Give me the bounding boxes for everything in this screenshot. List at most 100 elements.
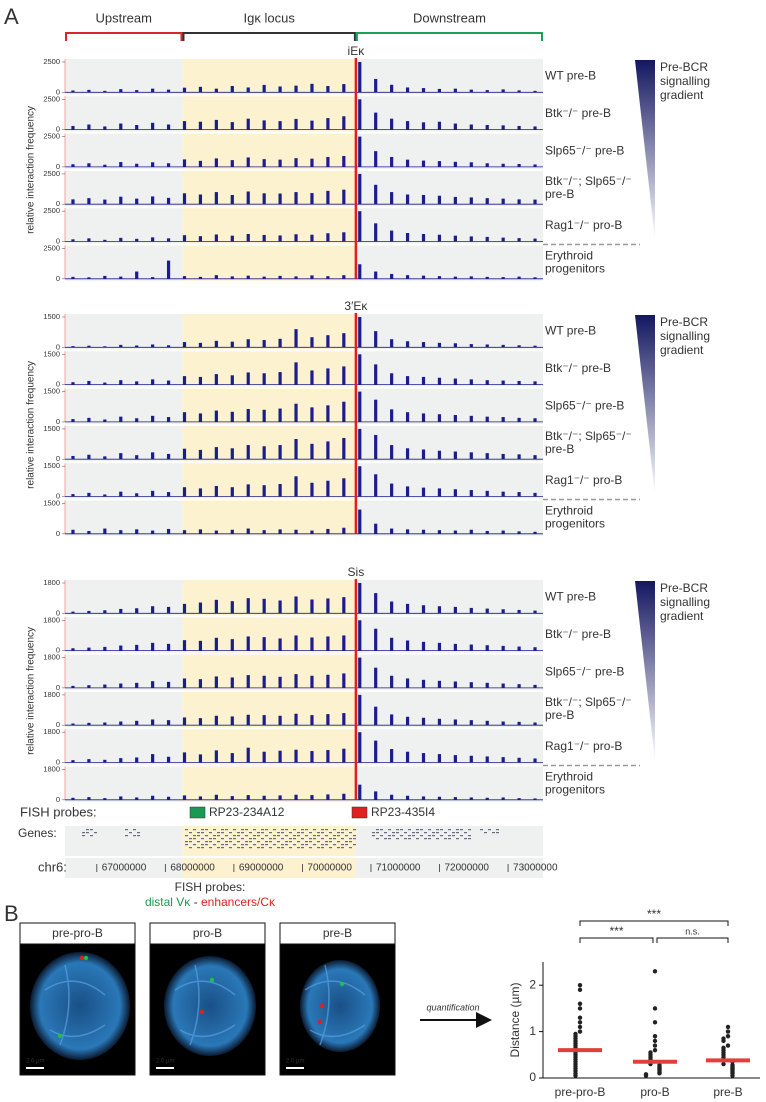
y-tick-label: 1500 [43,387,60,396]
interaction-bar [71,648,75,651]
gene-glyph [257,832,260,834]
interaction-bar [278,275,282,279]
interaction-bar [151,795,155,800]
interaction-bar [405,87,410,93]
data-point [652,969,658,974]
interaction-bar [151,196,155,205]
interaction-bar [214,485,218,497]
gene-glyph [452,832,455,834]
interaction-bar [421,233,426,242]
gene-glyph [317,847,320,849]
interaction-bar [453,88,457,93]
gene-glyph [464,838,467,840]
interaction-bar [294,439,298,460]
interaction-bar [533,381,537,385]
gene-glyph [225,829,228,831]
interaction-bar [517,380,521,385]
interaction-bar [262,193,266,205]
interaction-bar [119,344,123,348]
gene-glyph [408,838,411,840]
interaction-bar [358,466,362,497]
x-tick-label: pro-B [640,1085,669,1099]
cell-label: pre-B [323,926,352,940]
gene-glyph [313,838,316,840]
interaction-bar [71,419,75,422]
interaction-bar [103,494,107,497]
track-background [182,729,356,765]
data-point [573,1073,578,1078]
interaction-bar [278,121,282,130]
interaction-bar [246,339,250,348]
gene-glyph [205,844,208,846]
interaction-bar [151,452,155,460]
track-background [182,245,356,281]
interaction-bar [533,610,537,614]
interaction-bar [437,718,442,726]
interaction-bar [437,195,442,205]
gene-glyph [416,838,419,840]
interaction-bar [405,448,410,460]
gene-glyph [496,829,499,831]
interaction-bar [230,85,234,93]
gene-glyph [392,832,395,834]
interaction-bar [390,445,394,460]
y-tick-label: 0 [56,236,60,245]
interaction-bar [533,238,537,242]
interaction-bar [390,794,394,800]
gene-glyph [436,838,439,840]
gene-glyph [325,835,328,837]
interaction-bar [421,753,426,763]
interaction-bar [214,410,218,422]
label: Btk⁻/⁻; Slp65⁻/⁻ pre-B [545,695,632,722]
interaction-bar [405,275,410,279]
gene-glyph [432,832,435,834]
interaction-bar [358,657,362,688]
interaction-bar [71,685,75,688]
gene-glyph [201,847,204,849]
interaction-bar [326,276,330,279]
interaction-bar [390,601,394,614]
gene-glyph [137,832,140,834]
gene-glyph [440,835,443,837]
interaction-bar [469,379,473,385]
y-tick-label: 1500 [43,424,60,433]
interaction-bar [246,275,250,279]
probe-spot [57,1033,63,1039]
interaction-bar [214,750,218,763]
interaction-bar [533,418,537,422]
interaction-bar [87,277,91,279]
gene-glyph [189,832,192,834]
interaction-bar [198,194,203,205]
label: Erythroid progenitors [545,504,605,531]
interaction-bar [326,118,330,130]
interaction-bar [294,362,298,385]
interaction-bar [230,529,234,534]
track-background [182,617,356,653]
interaction-bar [533,492,537,497]
interaction-bar [262,675,266,688]
gene-glyph [237,832,240,834]
gene-glyph [217,832,220,834]
interaction-bar [485,453,489,460]
track-background [355,133,543,169]
y-tick-label: 2 [529,977,536,991]
gene-glyph [428,838,431,840]
interaction-bar [71,346,75,348]
interaction-bar [135,682,139,688]
gene-glyph [337,841,340,843]
scale-label: 2.0 µm [286,1059,304,1065]
interaction-bar [405,678,410,688]
gene-glyph [372,835,375,837]
interaction-bar [151,754,155,763]
gene-glyph [345,835,348,837]
label: Slp65⁻/⁻ pre-B [545,664,624,678]
data-point [721,1061,726,1067]
interaction-bar [182,276,187,279]
gene-glyph [213,829,216,831]
interaction-bar [166,453,171,460]
interaction-bar [214,794,218,800]
scale-label: 2.0 µm [26,1059,44,1065]
interaction-bar [517,454,521,460]
y-tick-label: 0 [56,125,60,134]
y-tick-label: 0 [56,417,60,426]
